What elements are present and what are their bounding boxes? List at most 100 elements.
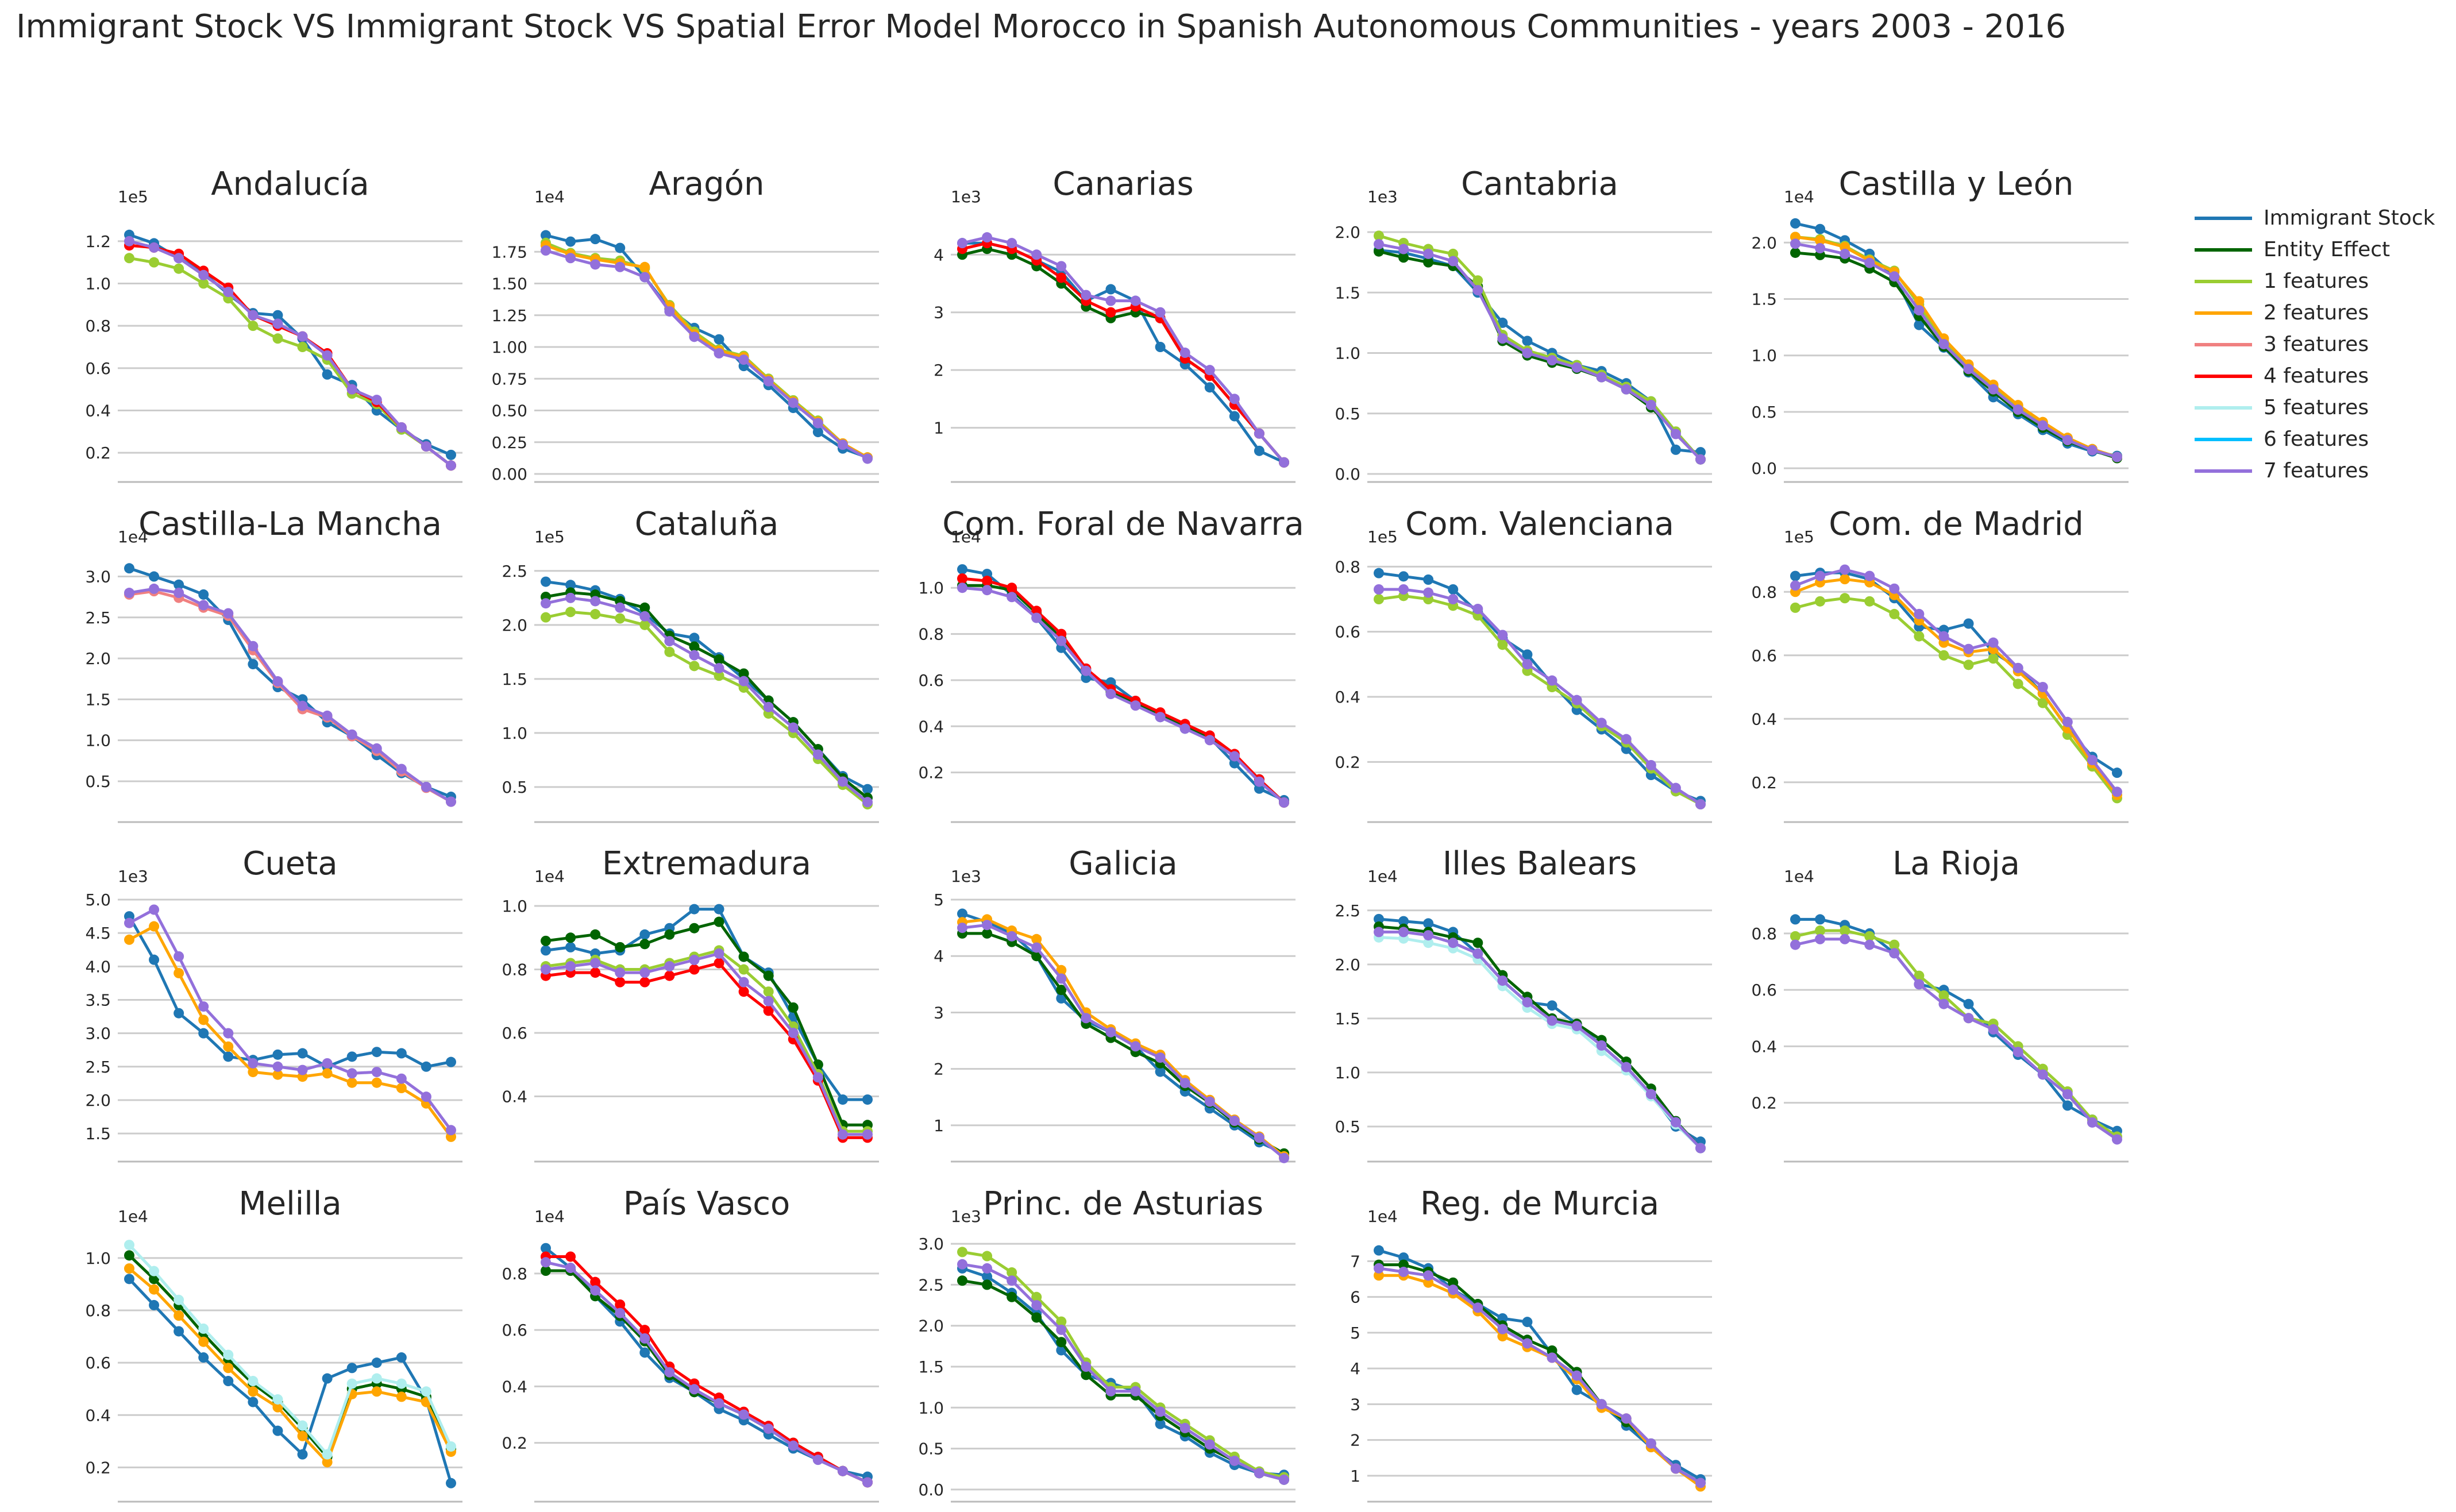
data-point	[738, 668, 749, 679]
data-point	[957, 564, 967, 575]
data-point	[714, 916, 724, 927]
data-point	[788, 1028, 799, 1039]
data-point	[1522, 1317, 1533, 1328]
data-point	[1790, 570, 1800, 581]
data-point	[1670, 782, 1681, 793]
data-point	[1056, 965, 1067, 975]
data-point	[812, 418, 823, 429]
y-tick-label: 0.25	[492, 433, 527, 452]
data-point	[982, 576, 993, 587]
data-point	[124, 1263, 134, 1274]
data-point	[982, 928, 993, 939]
data-point	[371, 743, 382, 754]
data-point	[124, 934, 134, 945]
subplot: 0.2 0.4 0.6 0.8 1e4 La Rioja	[1751, 845, 2129, 1163]
y-tick-label: 0.8	[502, 1264, 527, 1283]
data-point	[1790, 238, 1800, 249]
data-point	[1864, 939, 1875, 950]
data-point	[1007, 931, 1017, 942]
y-tick-label: 3	[934, 1003, 944, 1022]
subplot: 0.00 0.25 0.50 0.75 1.00 1.25 1.50 1.75 1e4 Aragó…	[492, 165, 879, 484]
data-point	[1398, 252, 1409, 263]
axis-multiplier: 1e5	[534, 527, 565, 546]
data-point	[297, 1449, 308, 1460]
y-tick-label: 4	[1350, 1359, 1360, 1378]
data-point	[664, 961, 675, 972]
data-point	[788, 722, 799, 733]
data-point	[396, 763, 407, 774]
data-point	[1914, 970, 1925, 981]
data-point	[862, 1129, 873, 1140]
y-tick-label: 1.0	[85, 275, 111, 294]
data-point	[396, 1352, 407, 1363]
data-point	[590, 596, 601, 607]
data-point	[1204, 1439, 1215, 1450]
axis-multiplier: 1e5	[1784, 527, 1814, 546]
data-point	[1522, 348, 1533, 358]
data-point	[446, 1056, 456, 1067]
data-point	[1815, 223, 1826, 234]
data-point	[198, 1001, 209, 1012]
data-point	[1472, 938, 1483, 948]
data-point	[590, 929, 601, 940]
y-tick-label: 1.0	[1751, 346, 1777, 365]
data-point	[541, 945, 551, 956]
data-point	[272, 318, 283, 329]
data-point	[664, 970, 675, 981]
data-point	[714, 958, 724, 969]
data-point	[198, 600, 209, 611]
data-point	[1374, 239, 1384, 250]
data-point	[1497, 630, 1508, 641]
series-line	[1795, 236, 2118, 458]
data-point	[1105, 689, 1116, 700]
data-point	[272, 333, 283, 344]
data-point	[248, 1058, 259, 1069]
data-point	[1621, 1062, 1632, 1073]
data-point	[664, 646, 675, 657]
subplot: 0.2 0.4 0.6 0.8 1e5 Com. de Madrid	[1751, 506, 2129, 823]
y-tick-label: 1.0	[85, 731, 111, 750]
data-point	[2012, 1047, 2023, 1058]
subplot-title: Com. Valenciana	[1405, 506, 1674, 543]
data-point	[788, 1440, 799, 1451]
data-point	[763, 970, 774, 981]
data-point	[1547, 1352, 1557, 1363]
data-point	[1790, 931, 1800, 942]
data-point	[664, 929, 675, 940]
y-tick-label: 2.0	[85, 649, 111, 668]
data-point	[763, 996, 774, 1006]
data-point	[1056, 272, 1067, 283]
data-point	[1790, 580, 1800, 591]
data-point	[1695, 454, 1706, 465]
data-point	[1423, 587, 1434, 598]
y-tick-label: 0.8	[1751, 583, 1777, 601]
data-point	[297, 1430, 308, 1441]
data-point	[1204, 365, 1215, 376]
legend-swatch	[2195, 216, 2252, 220]
data-point	[198, 1015, 209, 1025]
y-tick-label: 2.0	[1335, 955, 1360, 974]
data-point	[446, 1441, 456, 1452]
axis-multiplier: 1e4	[1784, 867, 1814, 886]
data-point	[1031, 1300, 1042, 1311]
subplot-title: Cataluña	[635, 506, 779, 543]
data-point	[1204, 1096, 1215, 1107]
data-point	[1914, 305, 1925, 316]
data-point	[1081, 1370, 1092, 1380]
data-point	[837, 1129, 848, 1140]
y-tick-label: 2.0	[918, 1317, 944, 1336]
data-point	[788, 1002, 799, 1013]
data-point	[223, 608, 234, 619]
data-point	[1547, 1015, 1557, 1026]
data-point	[714, 334, 724, 345]
legend: Immigrant Stock Entity Effect 1 features 2 …	[2195, 202, 2435, 487]
series-line	[1378, 917, 1702, 1143]
data-point	[223, 1041, 234, 1052]
series-line	[1378, 936, 1702, 1150]
data-point	[1007, 1267, 1017, 1278]
data-point	[1547, 675, 1557, 686]
data-point	[421, 441, 431, 452]
data-point	[421, 781, 431, 792]
axis-multiplier: 1e3	[118, 867, 148, 886]
data-point	[1007, 592, 1017, 603]
